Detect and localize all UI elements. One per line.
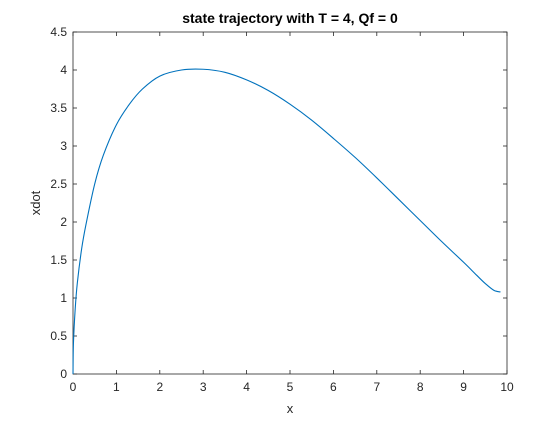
y-tick-label: 4.5 bbox=[50, 25, 67, 39]
series-layer bbox=[72, 68, 501, 375]
x-tick-label: 2 bbox=[156, 380, 163, 394]
y-axis-label: xdot bbox=[28, 190, 43, 215]
x-tick-label: 7 bbox=[373, 380, 380, 394]
chart-title: state trajectory with T = 4, Qf = 0 bbox=[182, 10, 398, 26]
y-tick-label: 2.5 bbox=[50, 177, 67, 191]
x-tick-label: 1 bbox=[113, 380, 120, 394]
y-tick-label: 1.5 bbox=[50, 253, 67, 267]
x-axis-label: x bbox=[287, 401, 294, 416]
x-tick-label: 9 bbox=[460, 380, 467, 394]
x-tick-label: 5 bbox=[287, 380, 294, 394]
y-tick-label: 2 bbox=[60, 215, 67, 229]
x-tick-label: 0 bbox=[70, 380, 77, 394]
y-tick-label: 3 bbox=[60, 139, 67, 153]
y-tick-label: 4 bbox=[60, 63, 67, 77]
x-tick-label: 4 bbox=[243, 380, 250, 394]
x-tick-label: 8 bbox=[417, 380, 424, 394]
y-tick-label: 3.5 bbox=[50, 101, 67, 115]
series-line bbox=[72, 68, 501, 375]
y-tick-label: 0.5 bbox=[50, 329, 67, 343]
x-tick-label: 10 bbox=[500, 380, 514, 394]
x-tick-label: 3 bbox=[200, 380, 207, 394]
y-tick-label: 1 bbox=[60, 291, 67, 305]
axis-ticks: 0 1 2 3 4 5 6 7 8 9 10 0 0.5 1 1.5 2 2.5 3 3.5 4 4.5 bbox=[50, 25, 514, 394]
x-tick-label: 6 bbox=[330, 380, 337, 394]
y-tick-label: 0 bbox=[60, 367, 67, 381]
plot-area bbox=[72, 31, 508, 375]
